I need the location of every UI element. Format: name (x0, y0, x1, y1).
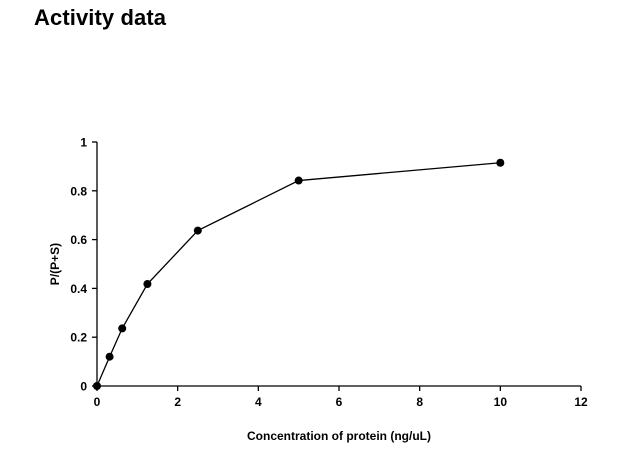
page-title: Activity data (34, 5, 167, 30)
chart-ticks: 0 2 4 6 8 10 12 0 0.2 0.4 0.6 0.8 1 (70, 136, 588, 410)
x-tick-label: 10 (494, 395, 508, 409)
x-tick-label: 0 (94, 395, 101, 409)
x-tick-label: 8 (416, 395, 423, 409)
y-tick-label: 1 (80, 136, 87, 150)
y-tick-label: 0.4 (70, 282, 87, 296)
x-tick-label: 6 (336, 395, 343, 409)
x-axis-label: Concentration of protein (ng/uL) (247, 429, 431, 443)
chart-axes (96, 142, 581, 387)
y-tick-label: 0.8 (70, 184, 87, 198)
data-point (193, 226, 202, 235)
x-tick-label: 2 (174, 395, 181, 409)
x-tick-label: 12 (574, 395, 588, 409)
data-point (105, 352, 114, 361)
y-tick-label: 0.2 (70, 331, 87, 345)
data-point (294, 176, 303, 185)
data-point (118, 324, 127, 333)
chart-labels: Concentration of protein (ng/uL) P/(P+S) (48, 243, 431, 443)
y-tick-label: 0.6 (70, 233, 87, 247)
data-point (496, 158, 505, 167)
x-tick-label: 4 (255, 395, 262, 409)
y-axis-label: P/(P+S) (48, 243, 62, 285)
y-tick-label: 0 (80, 380, 87, 394)
data-point (93, 382, 101, 390)
data-point (143, 280, 152, 289)
series-line (96, 162, 501, 387)
chart-series (93, 158, 505, 390)
